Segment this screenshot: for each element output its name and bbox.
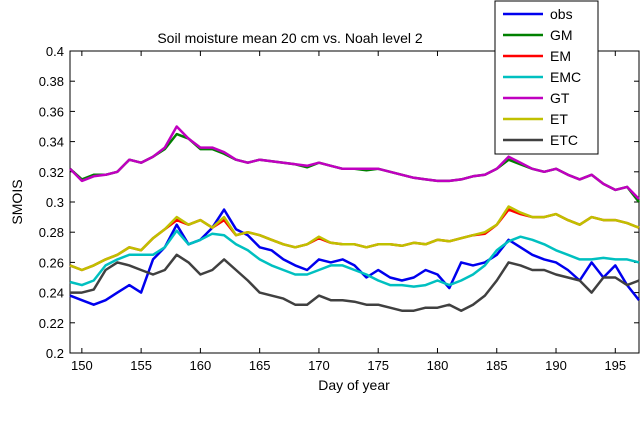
legend-label-obs: obs — [550, 6, 573, 22]
chart-title: Soil moisture mean 20 cm vs. Noah level … — [157, 30, 423, 46]
y-tick-label: 0.22 — [39, 316, 64, 331]
x-tick-label: 190 — [545, 358, 567, 373]
y-tick-label: 0.3 — [46, 195, 64, 210]
series-line-gt — [69, 125, 640, 200]
y-tick-label: 0.4 — [46, 44, 64, 59]
x-tick-label: 175 — [367, 358, 389, 373]
series-line-emc — [69, 229, 640, 288]
y-tick-label: 0.28 — [39, 225, 64, 240]
x-tick-label: 170 — [308, 358, 330, 373]
series-line-etc — [70, 253, 640, 312]
y-tick-label: 0.36 — [39, 104, 64, 119]
y-tick-label: 0.2 — [46, 346, 64, 361]
x-tick-label: 155 — [130, 358, 152, 373]
x-tick-label: 180 — [427, 358, 449, 373]
x-tick-label: 150 — [71, 358, 93, 373]
x-tick-label: 165 — [249, 358, 271, 373]
legend-label-etc: ETC — [550, 132, 578, 148]
y-tick-label: 0.24 — [39, 286, 64, 301]
legend-label-em: EM — [550, 48, 571, 64]
legend-label-emc: EMC — [550, 69, 581, 85]
legend: obs GM EM EMC GT ET ETC — [494, 0, 599, 155]
x-tick-label: 185 — [486, 358, 508, 373]
x-tick-label: 195 — [604, 358, 626, 373]
y-tick-label: 0.34 — [39, 135, 64, 150]
legend-label-gm: GM — [550, 27, 573, 43]
legend-label-et: ET — [550, 111, 568, 127]
y-tick-label: 0.32 — [39, 165, 64, 180]
legend-label-gt: GT — [550, 90, 570, 106]
y-tick-label: 0.38 — [39, 74, 64, 89]
y-tick-label: 0.26 — [39, 255, 64, 270]
x-axis-label: Day of year — [318, 377, 390, 393]
y-axis-label: SMOIS — [9, 179, 25, 224]
x-tick-label: 160 — [190, 358, 212, 373]
series-line-et — [69, 205, 640, 272]
